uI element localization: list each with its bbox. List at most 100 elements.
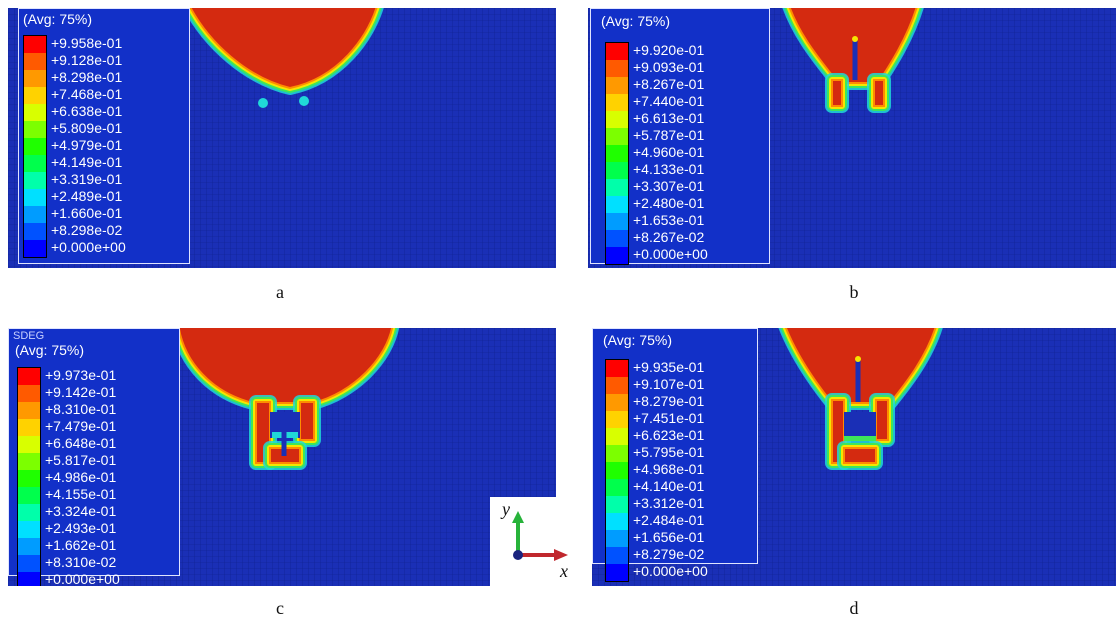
legend-value: +8.298e-02 xyxy=(51,222,123,238)
legend-value: +1.653e-01 xyxy=(633,212,705,228)
void-d xyxy=(844,412,876,440)
colorbar-swatch xyxy=(606,547,628,564)
legend-value: +1.662e-01 xyxy=(45,537,117,553)
coordinate-axes: y x xyxy=(490,497,582,589)
legend-value: +7.451e-01 xyxy=(633,410,705,426)
crack-tip-b xyxy=(852,36,858,42)
colorbar-c xyxy=(17,367,41,586)
colorbar-swatch xyxy=(18,487,40,504)
legend-a: (Avg: 75%) +9.958e-01 +9.128e-01 +8.298e-0… xyxy=(18,8,190,264)
damage-leg-b2 xyxy=(873,79,885,107)
damage-zone-a xyxy=(189,8,378,90)
legend-value: +3.312e-01 xyxy=(633,495,705,511)
legend-value: +3.324e-01 xyxy=(45,503,117,519)
y-axis-label: y xyxy=(502,499,510,519)
colorbar-swatch xyxy=(24,240,46,257)
legend-value: +0.000e+00 xyxy=(633,246,708,262)
legend-value: +6.648e-01 xyxy=(45,435,117,451)
legend-c: SDEG (Avg: 75%) +9.973e-01 +9.142e-01 +8.3… xyxy=(8,328,180,586)
colorbar-swatch xyxy=(18,538,40,555)
colorbar-swatch xyxy=(24,70,46,87)
colorbar-swatch xyxy=(18,572,40,586)
colorbar-swatch xyxy=(606,43,628,60)
legend-value: +0.000e+00 xyxy=(633,563,708,579)
legend-value: +5.795e-01 xyxy=(633,444,705,460)
legend-value: +9.920e-01 xyxy=(633,42,705,58)
colorbar-swatch xyxy=(24,223,46,240)
colorbar-swatch xyxy=(606,513,628,530)
contour-panel-c: SDEG (Avg: 75%) +9.973e-01 +9.142e-01 +8.3… xyxy=(8,328,556,586)
legend-value: +9.107e-01 xyxy=(633,376,705,392)
colorbar-swatch xyxy=(24,104,46,121)
legend-value: +9.142e-01 xyxy=(45,384,117,400)
caption-b: b xyxy=(849,282,859,302)
legend-value: +5.787e-01 xyxy=(633,127,705,143)
legend-value: +7.479e-01 xyxy=(45,418,117,434)
colorbar-swatch xyxy=(24,36,46,53)
legend-value: +4.960e-01 xyxy=(633,144,705,160)
colorbar-swatch xyxy=(24,206,46,223)
legend-value: +9.935e-01 xyxy=(633,359,705,375)
colorbar-swatch xyxy=(606,162,628,179)
colorbar-swatch xyxy=(606,462,628,479)
damage-foot-d xyxy=(843,447,877,464)
colorbar-swatch xyxy=(18,385,40,402)
colorbar-swatch xyxy=(606,179,628,196)
legend-value: +9.128e-01 xyxy=(51,52,123,68)
legend-labels-d: +9.935e-01 +9.107e-01 +8.279e-01 +7.451e-01… xyxy=(633,359,708,580)
legend-value: +6.623e-01 xyxy=(633,427,705,443)
colorbar-swatch xyxy=(18,402,40,419)
colorbar-swatch xyxy=(606,445,628,462)
legend-value: +4.149e-01 xyxy=(51,154,123,170)
damage-leg-b1 xyxy=(831,79,843,107)
damage-leg-c2 xyxy=(299,401,315,441)
colorbar-swatch xyxy=(18,470,40,487)
legend-value: +7.468e-01 xyxy=(51,86,123,102)
caption-a: a xyxy=(276,282,284,302)
colorbar-swatch xyxy=(24,138,46,155)
colorbar-swatch xyxy=(606,230,628,247)
colorbar-swatch xyxy=(18,453,40,470)
crack-tip-d xyxy=(855,356,861,362)
axes-triad xyxy=(512,511,568,561)
colorbar-swatch xyxy=(606,145,628,162)
colorbar-swatch xyxy=(24,87,46,104)
legend-value: +2.484e-01 xyxy=(633,512,705,528)
colorbar-swatch xyxy=(606,479,628,496)
legend-value: +1.660e-01 xyxy=(51,205,123,221)
legend-value: +5.809e-01 xyxy=(51,120,123,136)
colorbar-swatch xyxy=(18,368,40,385)
legend-value: +4.155e-01 xyxy=(45,486,117,502)
legend-value: +4.133e-01 xyxy=(633,161,705,177)
legend-value: +8.267e-01 xyxy=(633,76,705,92)
legend-value: +6.613e-01 xyxy=(633,110,705,126)
colorbar-swatch xyxy=(18,504,40,521)
colorbar-swatch xyxy=(18,419,40,436)
colorbar-swatch xyxy=(606,247,628,264)
colorbar-swatch xyxy=(606,428,628,445)
colorbar-a xyxy=(23,35,47,258)
legend-title-c: (Avg: 75%) xyxy=(15,342,84,358)
colorbar-swatch xyxy=(606,360,628,377)
legend-value: +0.000e+00 xyxy=(51,239,126,255)
damage-leg-d2 xyxy=(875,399,889,441)
legend-labels-a: +9.958e-01 +9.128e-01 +8.298e-01 +7.468e-01… xyxy=(51,35,126,256)
colorbar-swatch xyxy=(606,411,628,428)
colorbar-swatch xyxy=(606,111,628,128)
y-arrowhead xyxy=(512,511,524,523)
colorbar-swatch xyxy=(606,377,628,394)
legend-value: +2.480e-01 xyxy=(633,195,705,211)
legend-title-a: (Avg: 75%) xyxy=(23,11,92,27)
x-arrowhead xyxy=(554,549,568,561)
colorbar-b xyxy=(605,42,629,265)
contour-panel-a: (Avg: 75%) +9.958e-01 +9.128e-01 +8.298e-0… xyxy=(8,8,556,268)
colorbar-d xyxy=(605,359,629,582)
legend-labels-c: +9.973e-01 +9.142e-01 +8.310e-01 +7.479e-01… xyxy=(45,367,120,586)
colorbar-swatch xyxy=(24,53,46,70)
legend-value: +6.638e-01 xyxy=(51,103,123,119)
x-axis-label: x xyxy=(560,561,568,581)
colorbar-swatch xyxy=(24,172,46,189)
caption-d: d xyxy=(849,598,859,618)
legend-labels-b: +9.920e-01 +9.093e-01 +8.267e-01 +7.440e-01… xyxy=(633,42,708,263)
legend-value: +8.279e-01 xyxy=(633,393,705,409)
